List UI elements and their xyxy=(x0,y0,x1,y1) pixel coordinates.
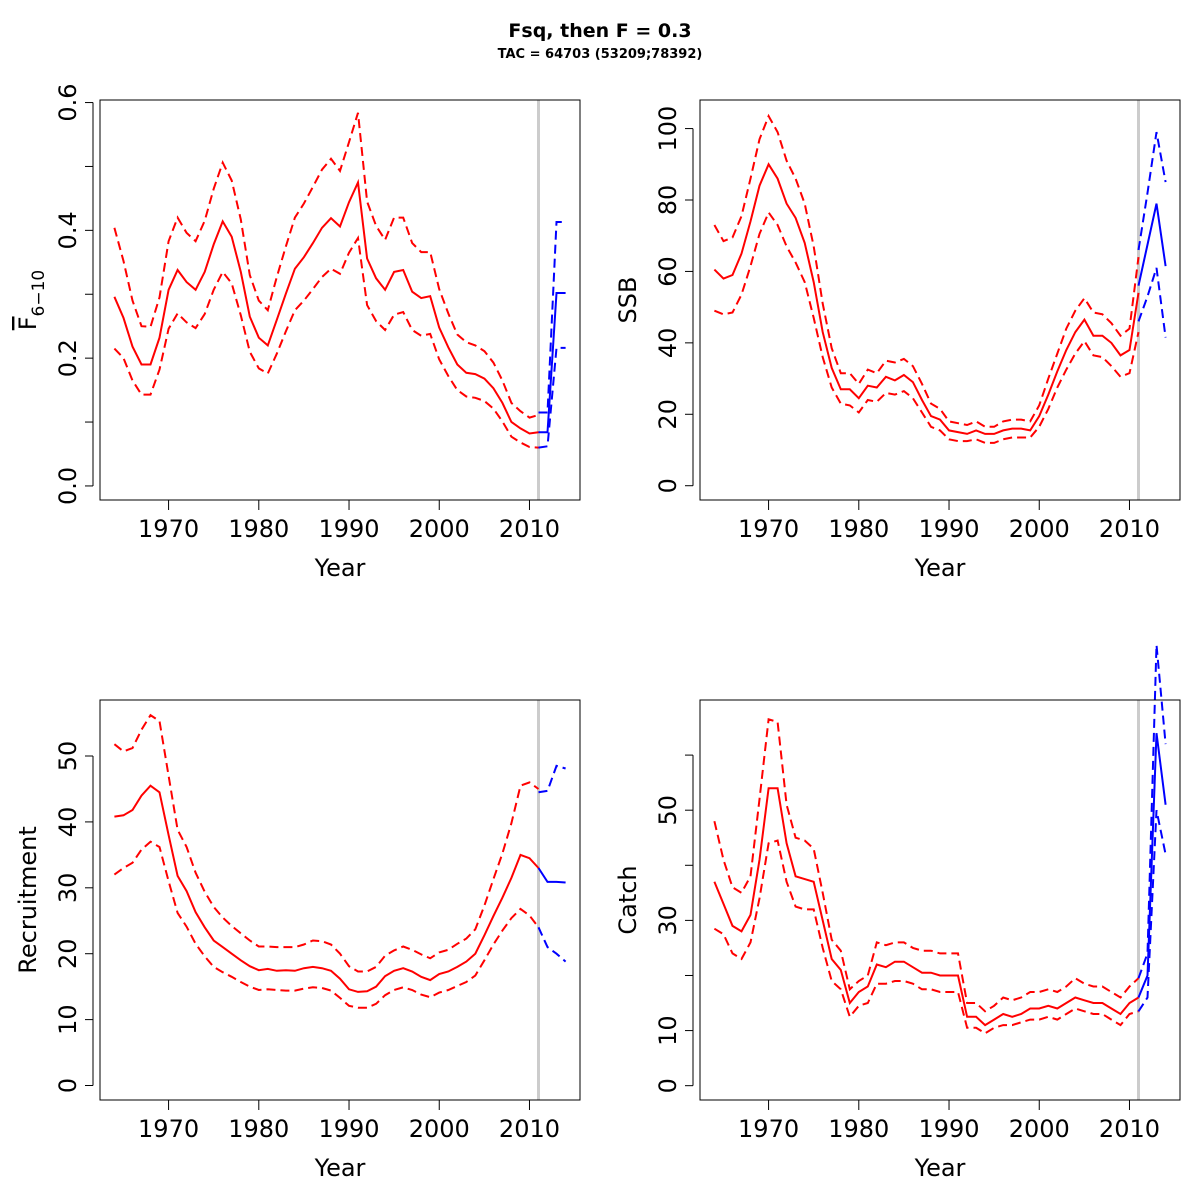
x-axis-title: Year xyxy=(314,554,366,582)
y-tick-label: 20 xyxy=(654,399,682,430)
y-tick-label: 40 xyxy=(654,328,682,359)
y-tick-label: 0.2 xyxy=(54,339,82,377)
x-tick-label: 2000 xyxy=(1009,515,1070,543)
series-upper-line xyxy=(113,713,540,973)
forecast-upper-line xyxy=(538,221,566,414)
x-tick-label: 1980 xyxy=(828,1115,889,1143)
x-tick-label: 1990 xyxy=(318,515,379,543)
forecast-upper-line xyxy=(1137,131,1167,251)
y-tick-label: 0 xyxy=(654,478,682,493)
plot-frame xyxy=(99,699,581,1101)
forecast-lower-line xyxy=(537,926,567,963)
chart-panel-ssb: 1970 1980 1990 2000 2010 0 20 40 60 80 100 Year SSB xyxy=(614,99,1181,582)
x-tick-label: 2010 xyxy=(499,515,560,543)
y-tick-label: 30 xyxy=(54,873,82,904)
y-tick-label: 10 xyxy=(654,1015,682,1046)
forecast-lower-line xyxy=(1137,809,1167,1012)
y-tick-label: 0.6 xyxy=(54,83,82,121)
y-tick-label: 0 xyxy=(654,1078,682,1093)
y-axis-title: Catch xyxy=(614,865,642,934)
y-axis-title: Recruitment xyxy=(14,826,42,973)
y-tick-label: 40 xyxy=(54,807,82,838)
plot-frame xyxy=(699,99,1181,501)
x-tick-label: 2000 xyxy=(1009,1115,1070,1143)
x-tick-label: 2000 xyxy=(409,515,470,543)
series-lower-line xyxy=(113,235,539,449)
forecast-upper-line xyxy=(1137,644,1167,979)
y-tick-label: 50 xyxy=(654,795,682,826)
x-tick-label: 1970 xyxy=(138,1115,199,1143)
series-upper-line xyxy=(113,112,539,419)
series-estimate-line xyxy=(713,787,1140,1027)
series-lower-line xyxy=(713,839,1139,1035)
y-tick-label: 0 xyxy=(54,1078,82,1093)
forecast-lower-line xyxy=(538,346,566,449)
forecast-upper-line xyxy=(538,764,566,794)
forecast-estimate-line xyxy=(1137,732,1167,998)
series-upper-line xyxy=(713,113,1140,428)
page-title: Fsq, then F = 0.3 xyxy=(508,20,692,42)
plot-frame xyxy=(99,99,581,501)
x-tick-label: 2000 xyxy=(409,1115,470,1143)
series-lower-line xyxy=(113,840,540,1009)
y-axis-title: SSB xyxy=(614,277,642,324)
series-estimate-line xyxy=(713,162,1140,435)
y-tick-label: 30 xyxy=(654,905,682,936)
chart-panel-recruitment: 1970 1980 1990 2000 2010 0 10 20 30 40 50 Year Recru… xyxy=(14,699,581,1182)
x-axis-title: Year xyxy=(914,554,966,582)
y-axis-title: F6−10 xyxy=(14,270,49,331)
x-tick-label: 1990 xyxy=(318,1115,379,1143)
y-axis-title-main: F xyxy=(14,316,42,330)
x-tick-label: 1970 xyxy=(738,1115,799,1143)
x-tick-label: 1980 xyxy=(228,1115,289,1143)
y-tick-label: 50 xyxy=(54,741,82,772)
series-upper-line xyxy=(713,717,1140,1013)
y-tick-label: 0.4 xyxy=(54,211,82,249)
chart-panel-catch: 1970 1980 1990 2000 2010 0 10 30 50 Year Catch xyxy=(614,644,1181,1182)
y-tick-label: 20 xyxy=(54,938,82,969)
forecast-estimate-line xyxy=(538,292,566,434)
series-lower-line xyxy=(714,210,1140,444)
forecast-lower-line xyxy=(1137,267,1167,338)
x-tick-label: 1980 xyxy=(228,515,289,543)
x-tick-label: 1970 xyxy=(738,515,799,543)
y-tick-label: 10 xyxy=(54,1004,82,1035)
x-tick-label: 2010 xyxy=(499,1115,560,1143)
chart-panel-fbar: 1970 1980 1990 2000 2010 0.0 0.2 0.4 0.6 Year F6−1… xyxy=(14,83,581,582)
x-tick-label: 2010 xyxy=(1099,1115,1160,1143)
page-subtitle: TAC = 64703 (53209;78392) xyxy=(497,47,703,62)
x-axis-title: Year xyxy=(914,1154,966,1182)
series-estimate-line xyxy=(114,784,540,993)
y-axis-title-subscript: 6−10 xyxy=(29,270,49,317)
x-tick-label: 2010 xyxy=(1099,515,1160,543)
series-estimate-line xyxy=(113,178,539,435)
x-tick-label: 1990 xyxy=(918,1115,979,1143)
y-tick-label: 100 xyxy=(654,106,682,152)
x-tick-label: 1990 xyxy=(918,515,979,543)
y-tick-label: 80 xyxy=(654,185,682,216)
y-tick-label: 0.0 xyxy=(54,467,82,505)
x-axis-title: Year xyxy=(314,1154,366,1182)
plot-frame xyxy=(699,699,1181,1101)
forecast-estimate-line xyxy=(537,867,566,884)
x-tick-label: 1970 xyxy=(138,515,199,543)
y-tick-label: 60 xyxy=(654,256,682,287)
forecast-estimate-line xyxy=(1137,203,1167,286)
x-tick-label: 1980 xyxy=(828,515,889,543)
